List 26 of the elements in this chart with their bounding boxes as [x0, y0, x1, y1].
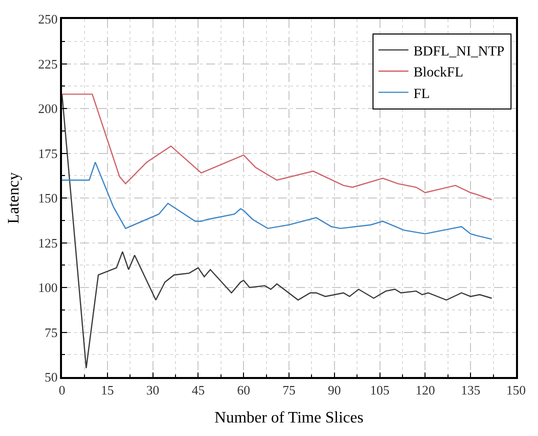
x-tick-label: 45: [192, 382, 205, 398]
x-tick-label: 120: [415, 382, 435, 398]
x-tick-label: 15: [100, 382, 114, 398]
x-tick-label: 75: [282, 382, 296, 398]
x-tick-label: 30: [146, 382, 160, 398]
y-tick-label: 200: [38, 101, 58, 116]
y-tick-label: 225: [38, 56, 58, 72]
x-tick-label: 60: [237, 382, 250, 398]
y-tick-label: 100: [38, 280, 58, 296]
y-tick-label: 75: [44, 324, 58, 340]
y-tick-label: 150: [38, 190, 58, 206]
y-tick-label: 175: [38, 146, 58, 161]
x-tick-label: 105: [370, 382, 390, 398]
legend-label: BDFL_NI_NTP: [413, 44, 505, 60]
y-tick-label: 125: [38, 235, 58, 250]
x-tick-label: 0: [58, 382, 66, 398]
x-tick-label: 150: [506, 382, 526, 398]
legend-label: BlockFL: [413, 66, 464, 81]
x-axis-title: Number of Time Slices: [214, 410, 364, 427]
y-axis-title: Latency: [6, 172, 23, 224]
y-tick-label: 50: [44, 370, 58, 385]
legend-label: FL: [413, 86, 430, 102]
x-tick-label: 135: [460, 382, 480, 398]
x-tick-label: 90: [328, 382, 341, 398]
line-series: [62, 162, 492, 240]
y-tick-label: 250: [38, 12, 58, 27]
